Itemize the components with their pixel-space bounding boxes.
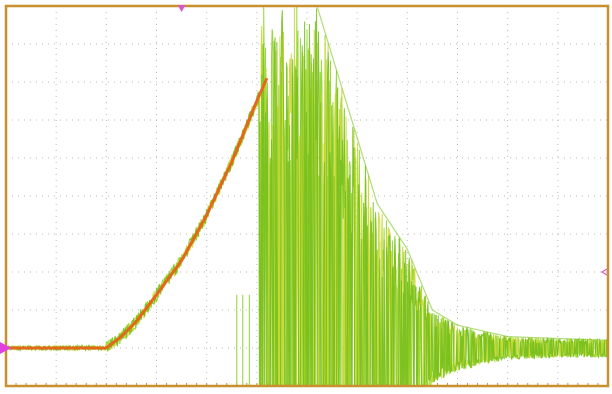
scope-markers	[0, 5, 608, 354]
trigger-level-marker	[600, 268, 608, 276]
waveform-traces	[6, 5, 609, 350]
ramp-trace	[6, 77, 269, 350]
plot-border	[4, 4, 610, 388]
channel-ground-marker	[0, 342, 11, 354]
envelope-trace	[256, 5, 609, 341]
trigger-position-marker	[177, 5, 186, 12]
plot-frame	[4, 4, 610, 388]
